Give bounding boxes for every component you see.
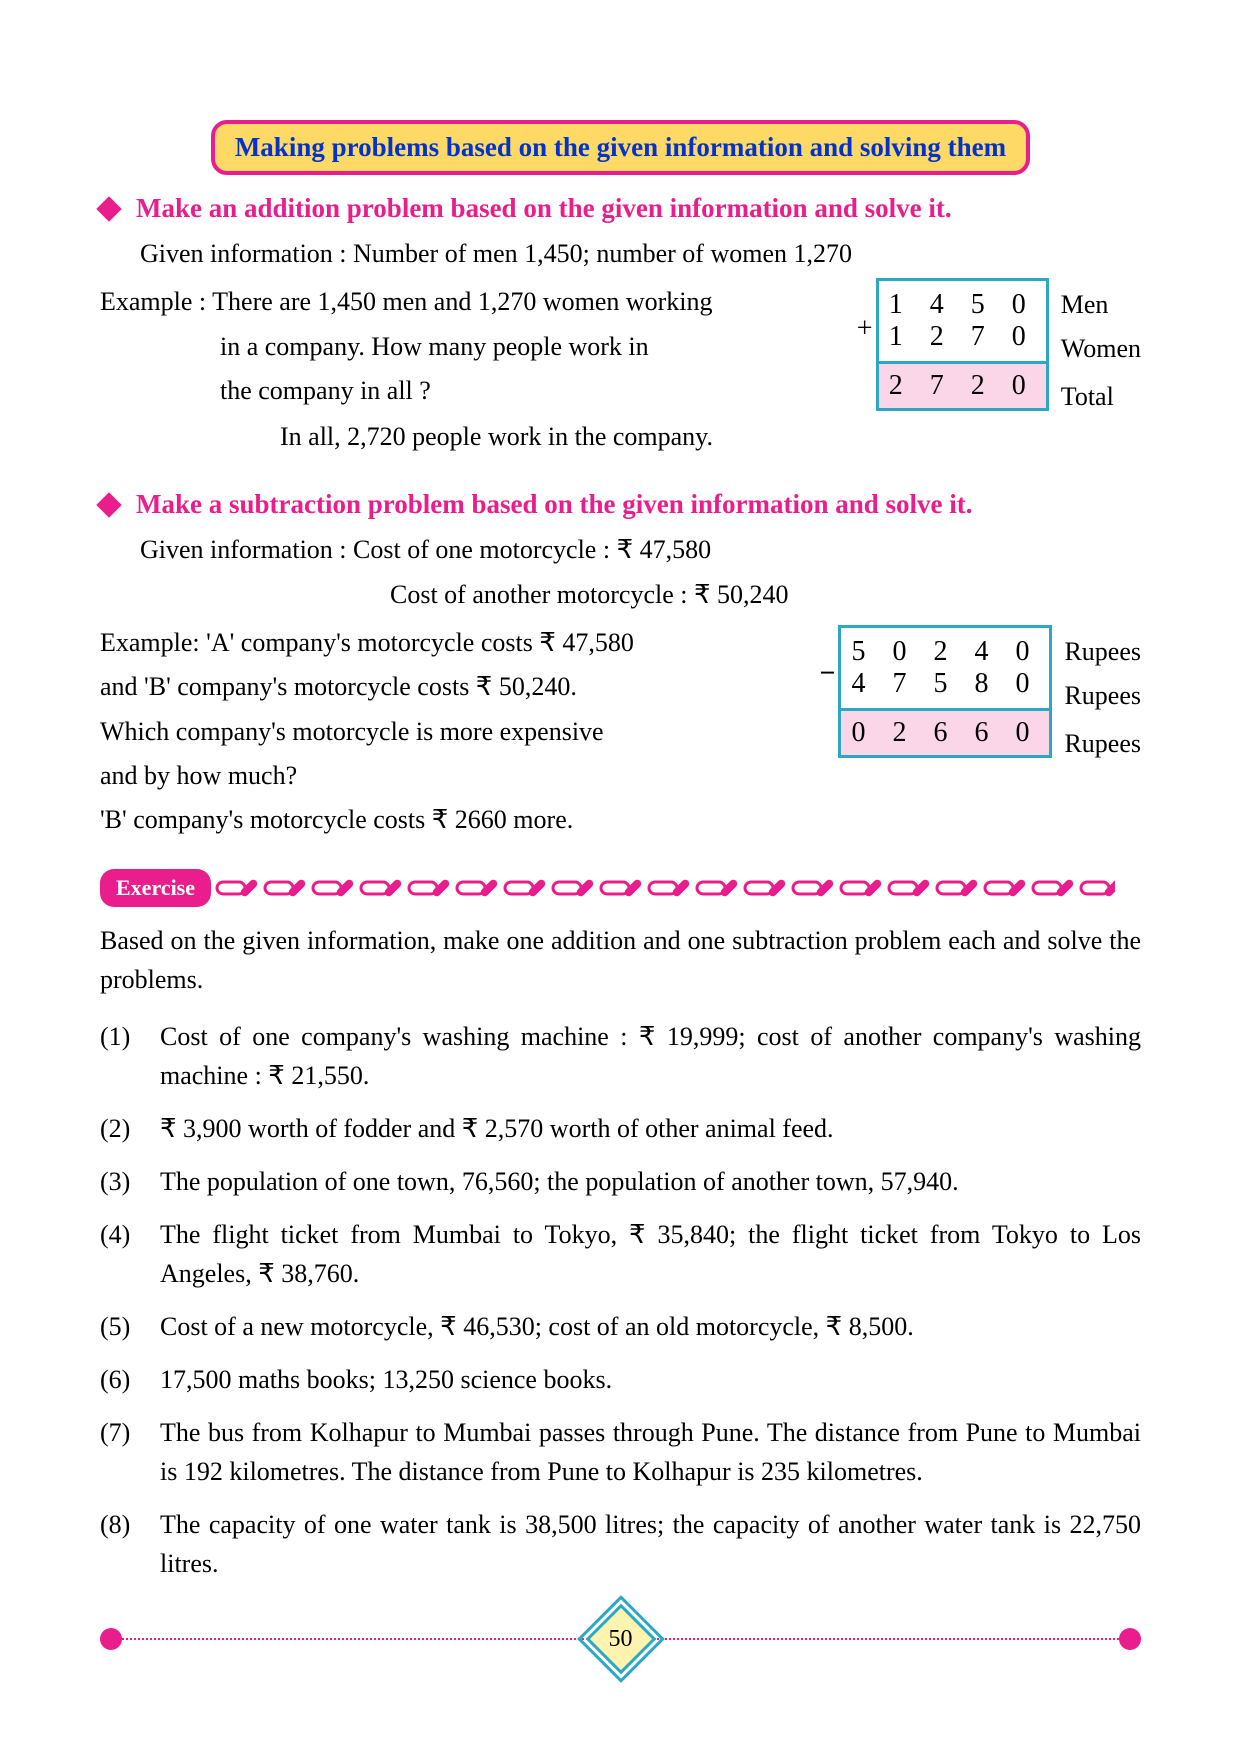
page-header-title: Making problems based on the given infor… xyxy=(235,132,1006,162)
section1-answer: In all, 2,720 people work in the company… xyxy=(280,417,856,457)
section1-ex-line1: Example : There are 1,450 men and 1,270 … xyxy=(100,282,856,322)
section1-example-text: Example : There are 1,450 men and 1,270 … xyxy=(100,278,856,461)
section2-given1: Given information : Cost of one motorcyc… xyxy=(140,530,1141,570)
calc2-rows: 5 0 2 4 0 − 4 7 5 8 0 xyxy=(838,625,1052,708)
section2-example-text: Example: 'A' company's motorcycle costs … xyxy=(100,619,818,844)
section1-ex-line3: the company in all ? xyxy=(220,371,856,411)
calc2-label2: Rupees xyxy=(1064,681,1141,711)
section1-ex-line2: in a company. How many people work in xyxy=(220,327,856,367)
footer-dot-icon xyxy=(1119,1628,1141,1650)
section2-calc-block: 5 0 2 4 0 − 4 7 5 8 0 0 2 6 6 0 xyxy=(838,625,1052,758)
exercise-item-number: (4) xyxy=(100,1215,144,1293)
calc1-rows: 1 4 5 0 + 1 2 7 0 xyxy=(876,278,1049,361)
calc1-label2: Women xyxy=(1061,334,1141,364)
section2-given2: Cost of another motorcycle : ₹ 50,240 xyxy=(390,575,1141,615)
section2-ex-line1: Example: 'A' company's motorcycle costs … xyxy=(100,623,818,663)
exercise-chain-icon xyxy=(215,876,1141,900)
exercise-band: Exercise xyxy=(100,869,1141,907)
section2-ex-line4: and by how much? xyxy=(100,756,818,796)
exercise-list: (1) Cost of one company's washing machine… xyxy=(100,1017,1141,1583)
exercise-item: (7) The bus from Kolhapur to Mumbai passe… xyxy=(100,1413,1141,1491)
exercise-item: (4) The flight ticket from Mumbai to Toky… xyxy=(100,1215,1141,1293)
section1-heading: Make an addition problem based on the gi… xyxy=(136,193,952,224)
section2-calc-container: 5 0 2 4 0 − 4 7 5 8 0 0 2 6 6 0 Rupees R… xyxy=(838,625,1141,759)
diamond-bullet-icon xyxy=(96,196,121,221)
calc2-row1: 5 0 2 4 0 xyxy=(851,636,1039,668)
footer-dot-icon xyxy=(100,1628,122,1650)
calc2-label3: Rupees xyxy=(1064,729,1141,759)
calc1-row1: 1 4 5 0 xyxy=(889,289,1036,321)
footer-line xyxy=(122,1638,588,1640)
exercise-item-number: (2) xyxy=(100,1109,144,1148)
exercise-item-number: (1) xyxy=(100,1017,144,1095)
example-line1-text: There are 1,450 men and 1,270 women work… xyxy=(212,287,712,316)
exercise-item: (3) The population of one town, 76,560; t… xyxy=(100,1162,1141,1201)
exercise-item-text: The bus from Kolhapur to Mumbai passes t… xyxy=(160,1413,1141,1491)
example-label: Example : xyxy=(100,287,206,316)
section2-ex-line2: and 'B' company's motorcycle costs ₹ 50,… xyxy=(100,667,818,707)
section1-calc-block: 1 4 5 0 + 1 2 7 0 2 7 2 0 xyxy=(876,278,1049,411)
footer-line xyxy=(654,1638,1120,1640)
exercise-item: (6) 17,500 maths books; 13,250 science bo… xyxy=(100,1360,1141,1399)
section2-answer: 'B' company's motorcycle costs ₹ 2660 mo… xyxy=(100,800,818,840)
exercise-label: Exercise xyxy=(100,869,211,907)
page-number: 50 xyxy=(586,1626,656,1653)
exercise-item-text: Cost of a new motorcycle, ₹ 46,530; cost… xyxy=(160,1307,1141,1346)
calc1-label3: Total xyxy=(1061,382,1141,412)
section2-heading: Make a subtraction problem based on the … xyxy=(136,489,973,520)
exercise-item-text: Cost of one company's washing machine : … xyxy=(160,1017,1141,1095)
exercise-item-number: (6) xyxy=(100,1360,144,1399)
exercise-item-text: The flight ticket from Mumbai to Tokyo, … xyxy=(160,1215,1141,1293)
exercise-item-text: ₹ 3,900 worth of fodder and ₹ 2,570 wort… xyxy=(160,1109,1141,1148)
calc2-label1: Rupees xyxy=(1064,637,1141,667)
exercise-item-number: (8) xyxy=(100,1505,144,1583)
exercise-item-text: The capacity of one water tank is 38,500… xyxy=(160,1505,1141,1583)
exercise-item-number: (3) xyxy=(100,1162,144,1201)
section1-given: Given information : Number of men 1,450;… xyxy=(140,234,1141,274)
exercise-intro: Based on the given information, make one… xyxy=(100,921,1141,999)
exercise-item-text: 17,500 maths books; 13,250 science books… xyxy=(160,1360,1141,1399)
calc1-label1: Men xyxy=(1061,290,1141,320)
calc1-labels: Men Women Total xyxy=(1061,282,1141,412)
calc1-row2: 1 2 7 0 xyxy=(889,321,1036,353)
calc2-result: 0 2 6 6 0 xyxy=(838,708,1052,758)
calc2-labels: Rupees Rupees Rupees xyxy=(1064,629,1141,759)
section2-ex-line3: Which company's motorcycle is more expen… xyxy=(100,712,818,752)
exercise-item: (5) Cost of a new motorcycle, ₹ 46,530; c… xyxy=(100,1307,1141,1346)
page-number-diamond-icon: 50 xyxy=(586,1604,656,1674)
exercise-item-number: (5) xyxy=(100,1307,144,1346)
section2-heading-row: Make a subtraction problem based on the … xyxy=(100,489,1141,520)
exercise-item: (2) ₹ 3,900 worth of fodder and ₹ 2,570 w… xyxy=(100,1109,1141,1148)
exercise-item-text: The population of one town, 76,560; the … xyxy=(160,1162,1141,1201)
diamond-bullet-icon xyxy=(96,492,121,517)
calc1-result: 2 7 2 0 xyxy=(876,361,1049,411)
exercise-item-number: (7) xyxy=(100,1413,144,1491)
section1-calc-container: 1 4 5 0 + 1 2 7 0 2 7 2 0 Men Women Tota… xyxy=(876,278,1141,412)
minus-icon: − xyxy=(819,658,845,690)
page-header-box: Making problems based on the given infor… xyxy=(211,120,1030,175)
exercise-item: (8) The capacity of one water tank is 38,… xyxy=(100,1505,1141,1583)
section1-example-row: Example : There are 1,450 men and 1,270 … xyxy=(100,278,1141,461)
plus-icon: + xyxy=(857,313,883,345)
section2-example-row: Example: 'A' company's motorcycle costs … xyxy=(100,619,1141,844)
exercise-item: (1) Cost of one company's washing machine… xyxy=(100,1017,1141,1095)
calc2-row2: 4 7 5 8 0 xyxy=(851,668,1039,700)
page-footer: 50 xyxy=(100,1604,1141,1674)
section1-heading-row: Make an addition problem based on the gi… xyxy=(100,193,1141,224)
